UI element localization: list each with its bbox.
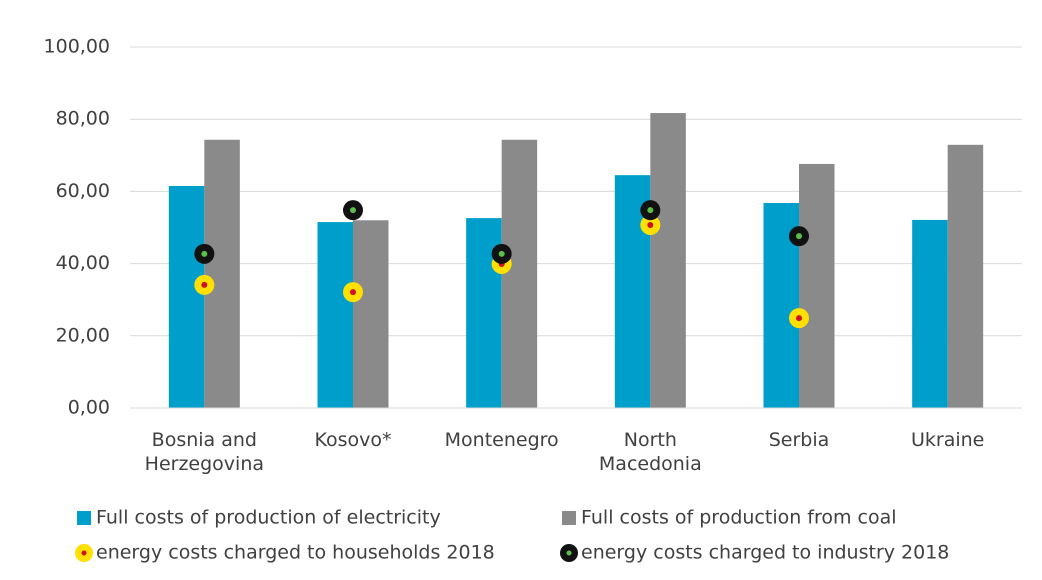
x-tick-label: Ukraine <box>910 429 985 451</box>
x-tick-label: Bosnia and Herzegovina <box>144 429 264 475</box>
legend-swatch-center <box>566 550 572 556</box>
x-tick-label: Kosovo* <box>314 429 392 451</box>
y-tick-label: 80,00 <box>56 108 110 130</box>
legend-label: energy costs charged to households 2018 <box>96 542 495 564</box>
marker-center <box>796 315 802 322</box>
bar <box>650 113 686 409</box>
bar <box>353 220 389 408</box>
marker-center <box>498 250 505 257</box>
legend-label: Full costs of production from coal <box>581 507 897 529</box>
marker-center <box>796 233 802 240</box>
bar <box>912 219 948 408</box>
y-tick-label: 100,00 <box>44 36 110 58</box>
marker-center <box>647 221 654 228</box>
legend-swatch <box>77 511 91 525</box>
y-tick-label: 0,00 <box>68 397 110 419</box>
legend-swatch-center <box>81 550 87 556</box>
bar <box>168 185 205 408</box>
marker-center <box>201 281 208 288</box>
y-tick-label: 60,00 <box>56 180 110 202</box>
marker-center <box>647 207 654 214</box>
y-tick-label: 20,00 <box>56 324 110 346</box>
marker-center <box>201 250 208 257</box>
marker-center <box>350 289 356 296</box>
marker-center <box>350 207 356 214</box>
legend-label: Full costs of production of electricity <box>96 507 441 529</box>
x-tick-label: Montenegro <box>444 429 559 451</box>
x-tick-label: North Macedonia <box>598 429 702 475</box>
bar <box>947 144 984 408</box>
bar <box>204 139 240 409</box>
legend-swatch <box>562 511 576 525</box>
x-tick-label: Serbia <box>768 429 830 451</box>
bar <box>799 163 835 408</box>
y-tick-label: 40,00 <box>56 252 110 274</box>
legend-label: energy costs charged to industry 2018 <box>581 542 949 564</box>
bar <box>501 139 538 409</box>
bar <box>317 222 353 408</box>
